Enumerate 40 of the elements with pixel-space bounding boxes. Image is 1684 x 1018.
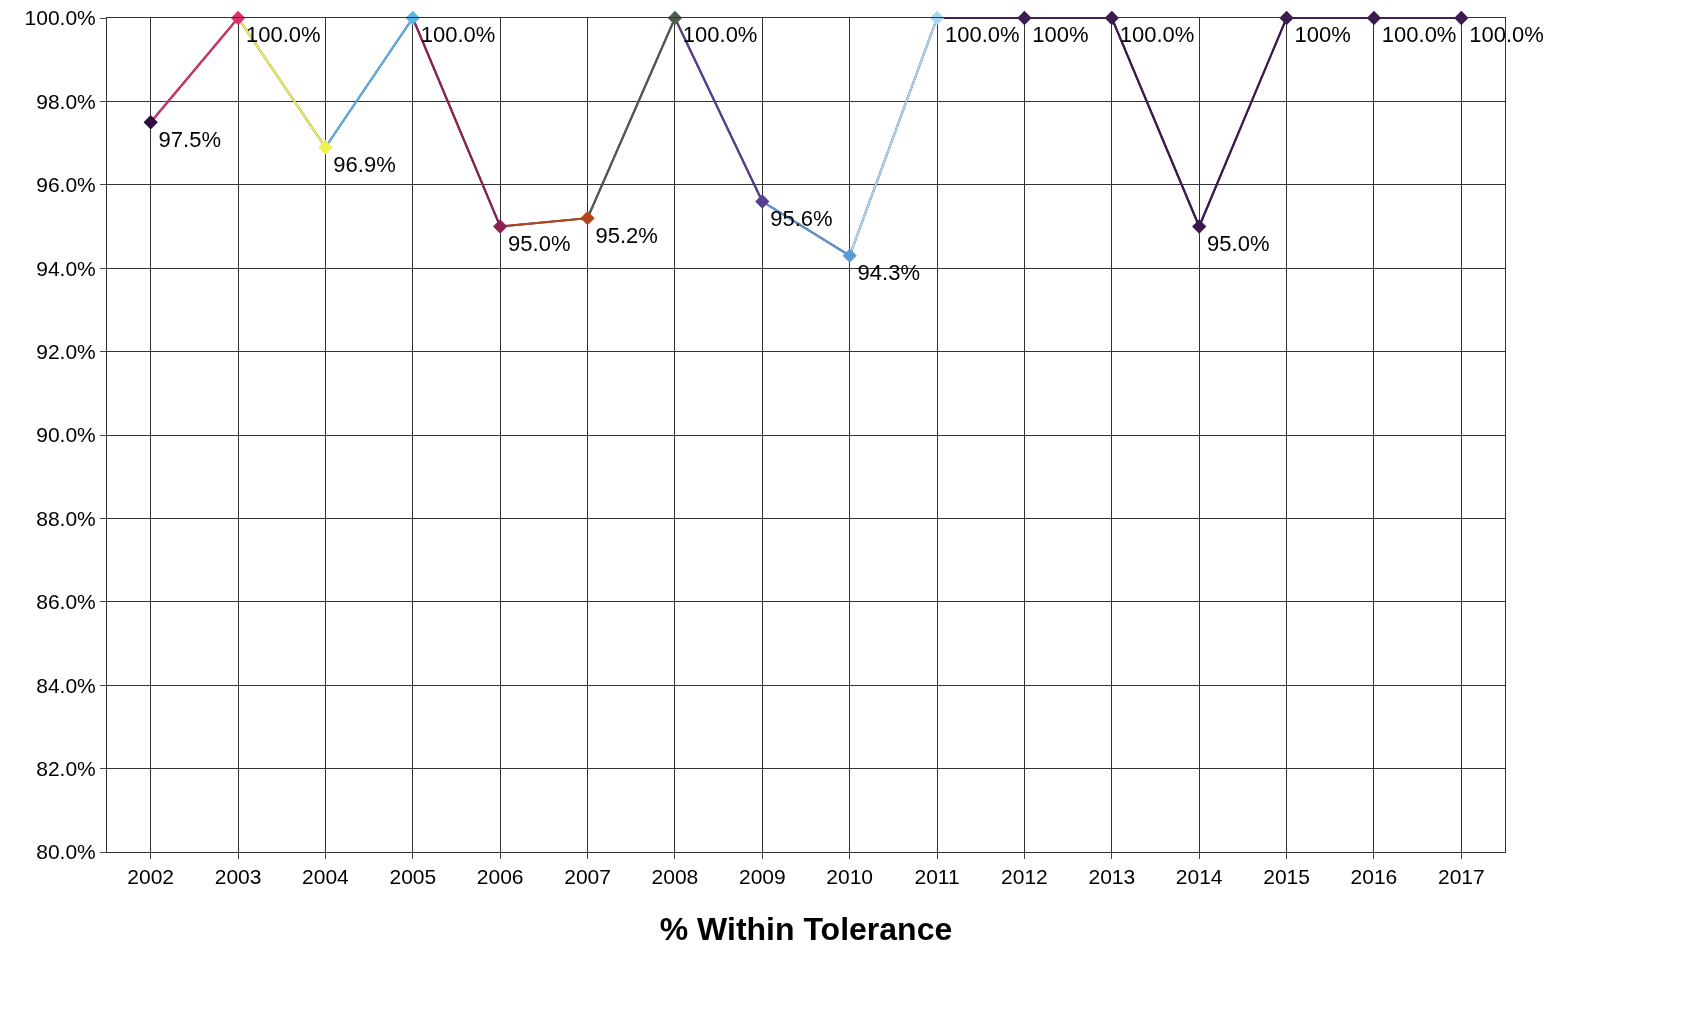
x-tick-label: 2017 <box>1437 865 1485 889</box>
data-label: 96.9% <box>333 151 396 177</box>
y-tick-label: 82.0% <box>36 756 96 780</box>
x-tick-label: 2003 <box>214 865 262 889</box>
x-tick-label: 2009 <box>738 865 786 889</box>
y-tick-label: 92.0% <box>36 339 96 363</box>
x-tick-label: 2002 <box>127 865 175 889</box>
y-tick-label: 86.0% <box>36 590 96 614</box>
data-label: 100% <box>1294 22 1351 48</box>
y-tick-label: 100.0% <box>24 6 96 30</box>
y-tick-label: 90.0% <box>36 423 96 447</box>
y-tick-label: 84.0% <box>36 673 96 697</box>
y-tick-label: 94.0% <box>36 256 96 280</box>
x-tick-label: 2014 <box>1175 865 1223 889</box>
x-tick-label: 2007 <box>564 865 611 889</box>
x-tick-label: 2008 <box>651 865 699 889</box>
x-tick-label: 2011 <box>914 865 960 889</box>
data-label: 97.5% <box>158 126 221 152</box>
data-label: 95.0% <box>508 230 571 256</box>
x-tick-label: 2010 <box>826 865 874 889</box>
y-tick-label: 88.0% <box>36 506 96 530</box>
y-tick-label: 80.0% <box>36 840 96 864</box>
data-label: 100.0% <box>1381 22 1457 48</box>
x-tick-label: 2013 <box>1088 865 1136 889</box>
data-label: 100.0% <box>682 22 758 48</box>
x-tick-label: 2016 <box>1350 865 1398 889</box>
data-label: 100.0% <box>944 22 1020 48</box>
data-label: 100.0% <box>1119 22 1195 48</box>
x-tick-label: 2005 <box>389 865 437 889</box>
data-label: 100.0% <box>420 22 496 48</box>
x-axis-title: % Within Tolerance <box>659 911 953 948</box>
y-tick-label: 96.0% <box>36 173 96 197</box>
y-tick-label: 98.0% <box>36 89 96 113</box>
x-tick-label: 2015 <box>1263 865 1310 889</box>
data-label: 100% <box>1032 22 1089 48</box>
data-label: 95.0% <box>1207 230 1270 256</box>
data-label: 95.2% <box>595 222 658 248</box>
x-tick-label: 2012 <box>1001 865 1048 889</box>
x-tick-label: 2006 <box>476 865 524 889</box>
x-tick-label: 2004 <box>302 865 350 889</box>
